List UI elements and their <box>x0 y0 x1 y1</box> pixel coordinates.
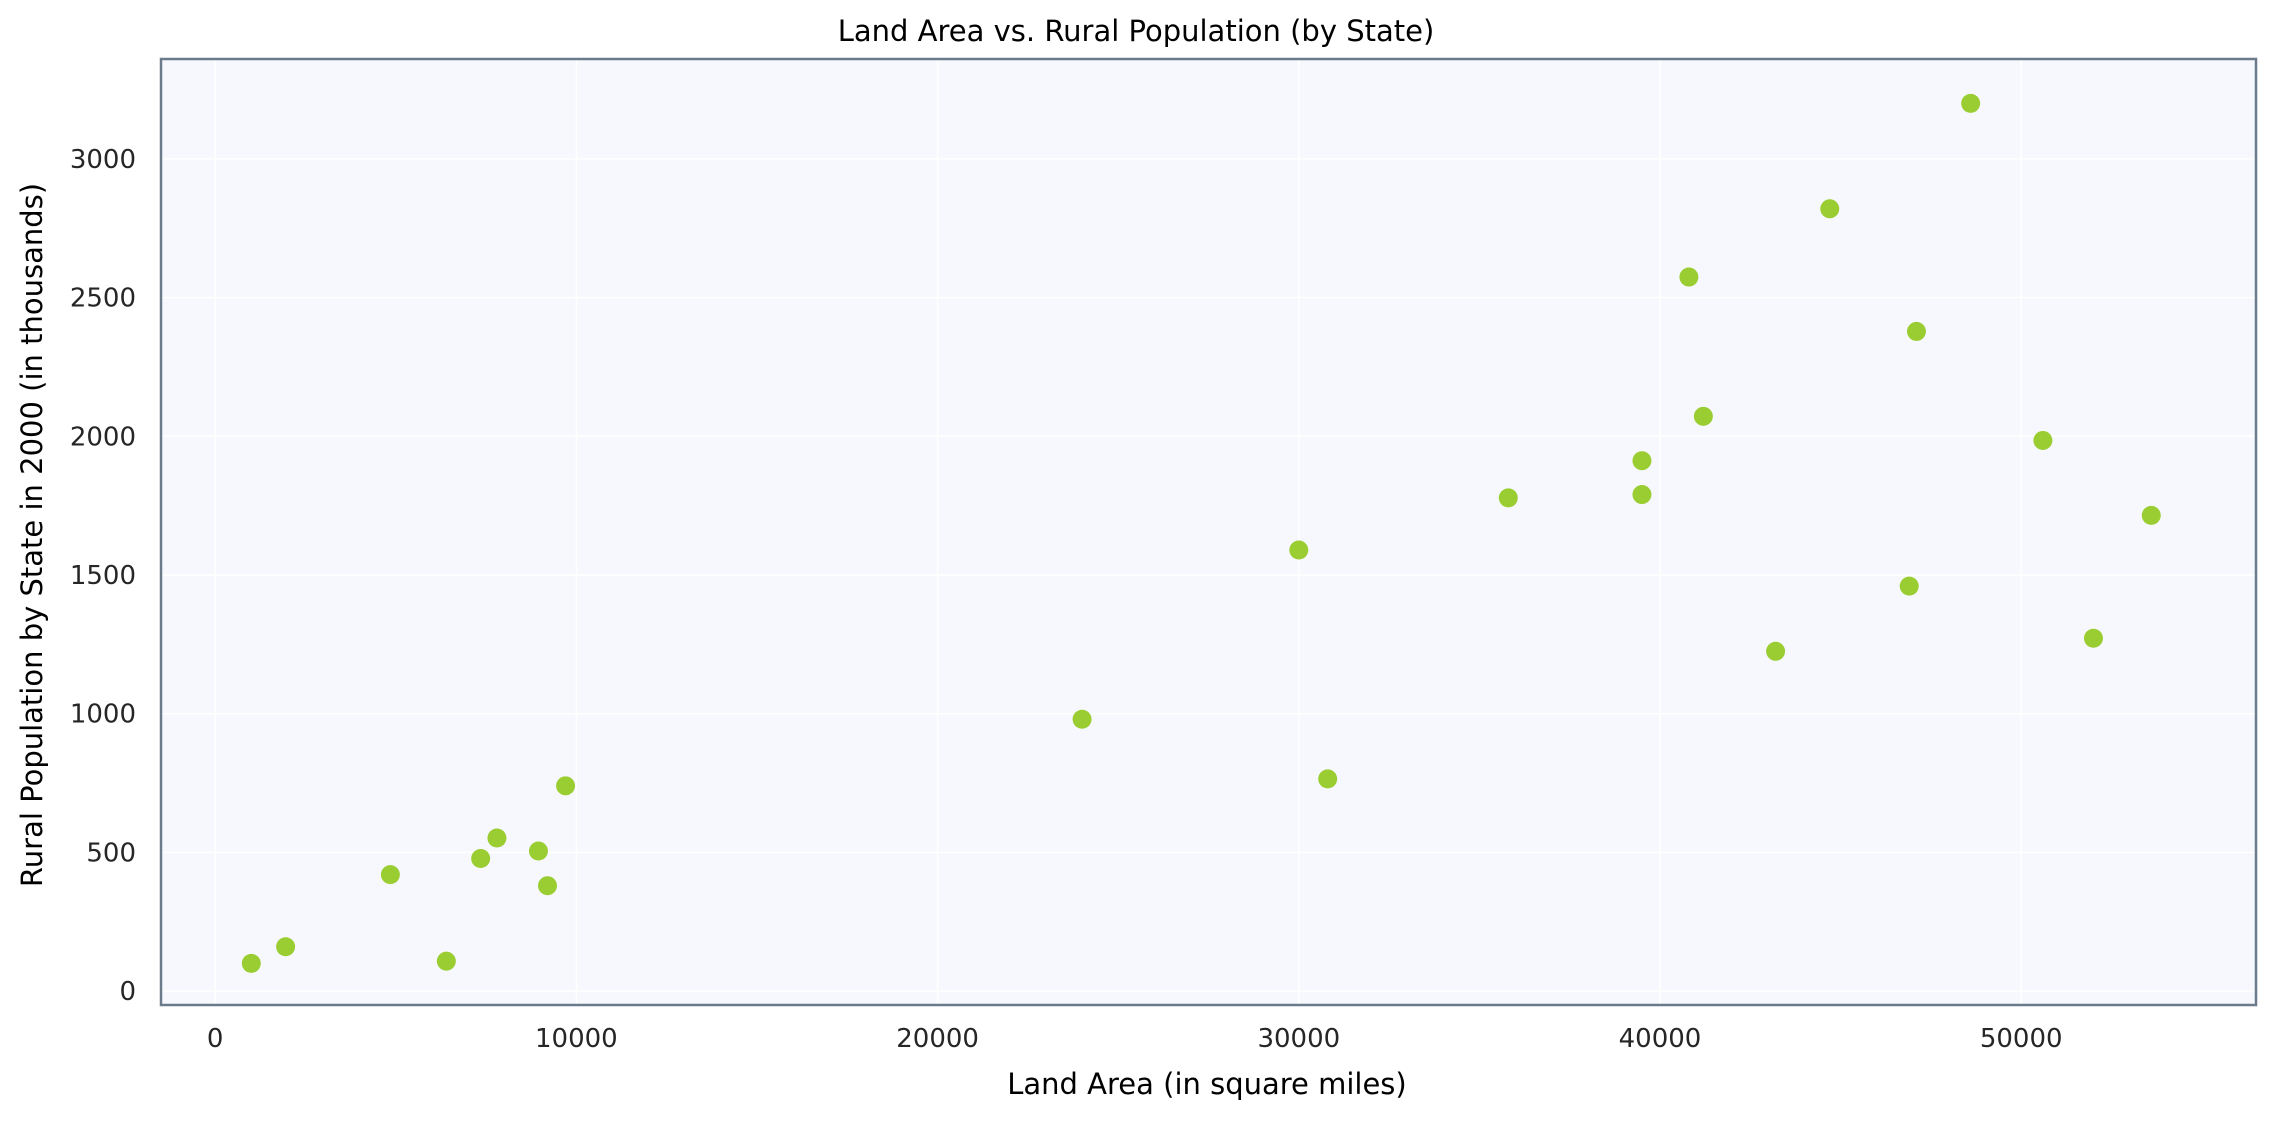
scatter-point <box>241 953 261 973</box>
scatter-point <box>2033 430 2053 450</box>
x-tick-label: 0 <box>207 1024 224 1054</box>
plot-frame <box>159 57 2258 1007</box>
x-axis-label: Land Area (in square miles) <box>1007 1067 1407 1101</box>
y-axis-label: Rural Population by State in 2000 (in th… <box>15 183 49 887</box>
scatter-point <box>471 849 491 869</box>
plot-area <box>161 59 2256 1005</box>
x-tick-label: 30000 <box>1257 1024 1340 1054</box>
x-axis-ticks: 0 10000 20000 30000 40000 50000 <box>207 1024 2063 1054</box>
scatter-point <box>1318 769 1338 789</box>
y-tick-label: 2500 <box>70 284 136 314</box>
y-tick-label: 500 <box>86 838 136 868</box>
scatter-point <box>1899 576 1919 596</box>
scatter-point <box>1820 199 1840 219</box>
scatter-point <box>1766 641 1786 661</box>
scatter-point <box>436 951 456 971</box>
y-tick-label: 1500 <box>70 561 136 591</box>
x-tick-label: 40000 <box>1619 1024 1702 1054</box>
scatter-point <box>276 937 296 957</box>
x-tick-label: 50000 <box>1980 1024 2063 1054</box>
scatter-point <box>1498 488 1518 508</box>
y-axis-ticks: 0 500 1000 1500 2000 2500 3000 <box>70 145 136 1007</box>
y-tick-label: 3000 <box>70 145 136 175</box>
scatter-point <box>537 876 557 896</box>
scatter-point <box>2083 628 2103 648</box>
scatter-point <box>1961 93 1981 113</box>
scatter-point <box>1693 406 1713 426</box>
scatter-point <box>487 828 507 848</box>
y-tick-label: 0 <box>119 977 136 1007</box>
y-tick-label: 1000 <box>70 700 136 730</box>
scatter-point <box>528 841 548 861</box>
scatter-point <box>1679 267 1699 287</box>
scatter-point <box>1072 709 1092 729</box>
scatter-point <box>1632 485 1652 505</box>
scatter-point <box>2141 505 2161 525</box>
scatter-point <box>1289 540 1309 560</box>
scatter-point <box>380 865 400 885</box>
x-tick-label: 10000 <box>535 1024 618 1054</box>
y-tick-label: 2000 <box>70 422 136 452</box>
scatter-point <box>556 776 576 796</box>
grid-lines <box>161 59 2256 1005</box>
scatter-point <box>1906 321 1926 341</box>
chart-title: Land Area vs. Rural Population (by State… <box>838 14 1435 48</box>
data-points <box>241 93 2161 973</box>
x-tick-label: 20000 <box>896 1024 979 1054</box>
scatter-point <box>1632 451 1652 471</box>
